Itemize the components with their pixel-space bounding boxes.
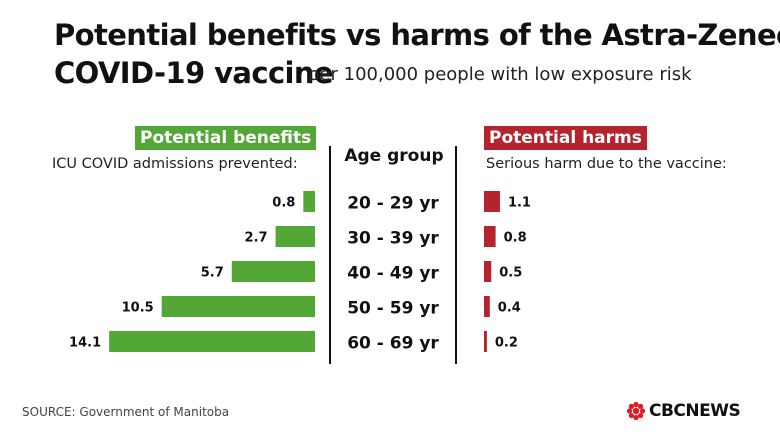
- harms-sublabel: Serious harm due to the vaccine:: [486, 156, 727, 172]
- chart-subtitle: per 100,000 people with low exposure ris…: [308, 64, 692, 85]
- gem-dot: [628, 412, 635, 419]
- gem-center: [632, 407, 640, 415]
- cbc-news-logo-text: CBCNEWS: [649, 401, 741, 421]
- benefit-value-label: 0.8: [272, 196, 295, 211]
- benefit-bar: [275, 226, 315, 247]
- harm-value-label: 0.4: [498, 301, 521, 316]
- chart-title-line-1: Potential benefits vs harms of the Astra…: [54, 18, 780, 52]
- benefit-value-label: 10.5: [122, 301, 154, 316]
- harm-value-label: 0.5: [499, 266, 522, 281]
- chart-title-line-2: COVID-19 vaccine: [54, 56, 334, 90]
- age-group-label: 40 - 49 yr: [347, 264, 439, 284]
- gem-dot: [633, 401, 639, 408]
- harm-bar: [484, 226, 496, 247]
- gem-dot: [633, 414, 639, 421]
- benefits-sublabel: ICU COVID admissions prevented:: [52, 156, 298, 172]
- harm-bar: [484, 331, 487, 352]
- cbc-news-logo: CBCNEWS: [626, 400, 741, 422]
- harms-heading: Potential harms: [484, 126, 647, 150]
- harm-value-label: 1.1: [508, 196, 531, 211]
- age-group-label: 60 - 69 yr: [347, 334, 439, 354]
- harm-bar: [484, 191, 500, 212]
- source-note: SOURCE: Government of Manitoba: [22, 405, 230, 419]
- age-group-label: 50 - 59 yr: [347, 299, 439, 319]
- benefit-bar: [303, 191, 315, 212]
- benefit-value-label: 5.7: [201, 266, 224, 281]
- gem-dot: [628, 403, 635, 410]
- age-group-label: 20 - 29 yr: [347, 194, 439, 214]
- gem-dot: [637, 403, 644, 410]
- benefit-bar: [161, 296, 315, 317]
- benefit-value-label: 14.1: [69, 336, 101, 351]
- benefit-bar: [231, 261, 315, 282]
- age-group-header: Age group: [344, 146, 444, 166]
- gem-dot: [626, 408, 633, 414]
- harm-value-label: 0.2: [495, 336, 518, 351]
- age-group-label: 30 - 39 yr: [347, 229, 439, 249]
- left-divider: [329, 146, 331, 364]
- right-divider: [455, 146, 457, 364]
- cbc-gem-icon: [626, 401, 646, 421]
- benefit-bar: [109, 331, 315, 352]
- benefit-value-label: 2.7: [245, 231, 268, 246]
- benefits-heading: Potential benefits: [135, 126, 317, 150]
- harm-bar: [484, 261, 492, 282]
- gem-dot: [639, 408, 646, 414]
- harm-bar: [484, 296, 490, 317]
- gem-dot: [637, 412, 644, 419]
- harm-value-label: 0.8: [504, 231, 527, 246]
